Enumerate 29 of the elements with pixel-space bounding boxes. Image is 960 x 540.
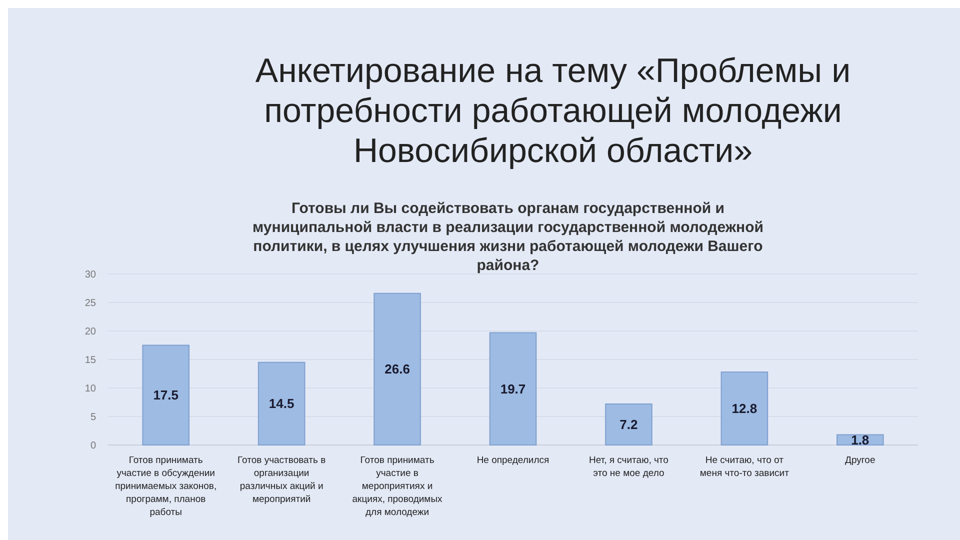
y-tick-label: 30	[84, 270, 96, 280]
x-tick-label: Другое	[845, 455, 876, 466]
y-tick-label: 15	[84, 355, 96, 366]
chart-title: Анкетирование на тему «Проблемы и потребности работающей молодежи Новосибирской области»	[255, 52, 851, 170]
data-label: 19.7	[500, 381, 526, 396]
y-tick-label: 25	[84, 298, 96, 309]
data-label: 26.6	[384, 362, 410, 377]
x-tick-label: Не считаю, что от меня что-то зависит	[700, 455, 790, 479]
data-label: 14.5	[268, 396, 294, 412]
y-tick-label: 20	[84, 326, 96, 338]
y-tick-label: 0	[90, 440, 96, 452]
bar	[374, 292, 421, 446]
y-tick-label: 10	[84, 384, 96, 394]
x-tick-label: Готов принимать участие в обсуждении принимаемых законов, программ, планов работы	[115, 455, 217, 518]
data-label: 7.2	[620, 417, 638, 432]
x-tick-label: Не определился	[476, 455, 550, 466]
bar	[258, 362, 306, 446]
bar	[142, 344, 190, 446]
x-tick-label: Нет, я считаю, что это не мое дело	[588, 455, 668, 479]
y-tick-label: 5	[90, 412, 96, 423]
data-label: 12.8	[732, 401, 758, 416]
bar	[489, 332, 537, 446]
x-tick-label: Готов участвовать в организации различных акций и мероприятий	[238, 455, 326, 505]
bar	[605, 403, 652, 446]
chart-subtitle: Готовы ли Вы содействовать органам государственной и муниципальной власти в реализации государственной молодежной политики, в целях улучшения жизни работающей молодежи Вашего района?	[252, 200, 764, 274]
data-label: 1.8	[851, 432, 870, 448]
x-tick-label: Готов принимать участие в мероприятиях и акциях, проводимых для молодежи	[352, 455, 443, 518]
bar	[720, 372, 768, 446]
data-label: 17.5	[153, 388, 179, 403]
